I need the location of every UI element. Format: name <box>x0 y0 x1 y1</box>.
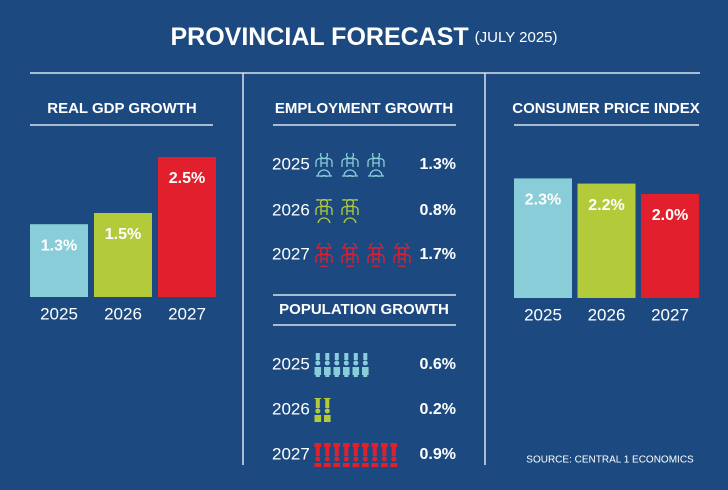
title: PROVINCIAL FORECAST <box>171 23 469 51</box>
panel-title: POPULATION GROWTH <box>279 301 449 318</box>
value-label: 0.9% <box>420 446 456 463</box>
icon-row <box>312 199 362 223</box>
bar <box>577 183 636 298</box>
value-label: 1.7% <box>420 246 456 263</box>
value-label: 2.0% <box>652 207 688 224</box>
bar <box>30 224 88 297</box>
subtitle: (JULY 2025) <box>475 29 558 46</box>
icon-row <box>312 353 369 377</box>
row-label: 2025 <box>272 354 310 373</box>
icon-row <box>312 398 331 422</box>
icon-row <box>312 243 418 267</box>
bar <box>158 157 216 297</box>
title-group: PROVINCIAL FORECAST (JULY 2025) <box>171 23 558 51</box>
value-label: 1.3% <box>420 156 456 173</box>
icon-row <box>312 443 398 467</box>
value-label: 1.5% <box>105 226 141 243</box>
x-tick-label: 2025 <box>40 304 78 323</box>
value-label: 2.5% <box>169 170 205 187</box>
bar <box>641 194 699 298</box>
source: SOURCE: CENTRAL 1 ECONOMICS <box>526 455 694 466</box>
value-label: 1.3% <box>41 237 77 254</box>
row-label: 2027 <box>272 444 310 463</box>
x-tick-label: 2026 <box>104 304 142 323</box>
row-label: 2025 <box>272 154 310 173</box>
value-label: 0.2% <box>420 401 456 418</box>
value-label: 0.6% <box>420 356 456 373</box>
bar <box>514 178 572 298</box>
row-label: 2027 <box>272 244 310 263</box>
x-tick-label: 2026 <box>588 305 626 324</box>
panel-title: EMPLOYMENT GROWTH <box>275 100 453 117</box>
x-tick-label: 2027 <box>651 305 689 324</box>
value-label: 0.8% <box>420 202 456 219</box>
x-tick-label: 2027 <box>168 304 206 323</box>
x-tick-label: 2025 <box>524 305 562 324</box>
panel-title: CONSUMER PRICE INDEX <box>512 100 700 117</box>
value-label: 2.2% <box>588 197 624 214</box>
row-label: 2026 <box>272 399 310 418</box>
value-label: 2.3% <box>525 192 561 209</box>
panel-title: REAL GDP GROWTH <box>47 100 196 117</box>
row-label: 2026 <box>272 200 310 219</box>
bar <box>94 213 152 297</box>
icon-row <box>312 153 393 177</box>
